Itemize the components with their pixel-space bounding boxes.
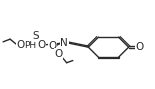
Text: O: O	[135, 42, 144, 52]
Text: O: O	[16, 40, 24, 50]
Text: O: O	[49, 41, 57, 51]
Text: S: S	[32, 31, 39, 41]
Text: O: O	[54, 49, 63, 59]
Text: PH: PH	[24, 41, 36, 50]
Text: N: N	[60, 38, 68, 48]
Text: O: O	[38, 40, 46, 50]
